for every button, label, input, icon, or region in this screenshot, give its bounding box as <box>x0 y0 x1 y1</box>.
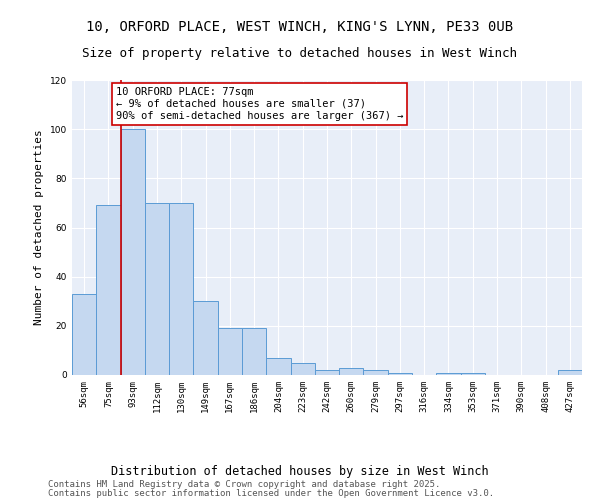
Bar <box>96 206 121 375</box>
Text: Contains public sector information licensed under the Open Government Licence v3: Contains public sector information licen… <box>48 488 494 498</box>
Bar <box>290 362 315 375</box>
Bar <box>121 129 145 375</box>
Text: Distribution of detached houses by size in West Winch: Distribution of detached houses by size … <box>111 464 489 477</box>
Bar <box>339 368 364 375</box>
Bar <box>315 370 339 375</box>
Bar <box>436 372 461 375</box>
Bar <box>461 372 485 375</box>
Bar <box>558 370 582 375</box>
Bar <box>266 358 290 375</box>
Bar <box>364 370 388 375</box>
Text: 10 ORFORD PLACE: 77sqm
← 9% of detached houses are smaller (37)
90% of semi-deta: 10 ORFORD PLACE: 77sqm ← 9% of detached … <box>116 88 403 120</box>
Bar <box>169 203 193 375</box>
Bar <box>218 328 242 375</box>
Text: 10, ORFORD PLACE, WEST WINCH, KING'S LYNN, PE33 0UB: 10, ORFORD PLACE, WEST WINCH, KING'S LYN… <box>86 20 514 34</box>
Text: Size of property relative to detached houses in West Winch: Size of property relative to detached ho… <box>83 48 517 60</box>
Bar <box>72 294 96 375</box>
Bar <box>388 372 412 375</box>
Y-axis label: Number of detached properties: Number of detached properties <box>34 130 44 326</box>
Bar <box>242 328 266 375</box>
Bar <box>193 301 218 375</box>
Text: Contains HM Land Registry data © Crown copyright and database right 2025.: Contains HM Land Registry data © Crown c… <box>48 480 440 489</box>
Bar <box>145 203 169 375</box>
